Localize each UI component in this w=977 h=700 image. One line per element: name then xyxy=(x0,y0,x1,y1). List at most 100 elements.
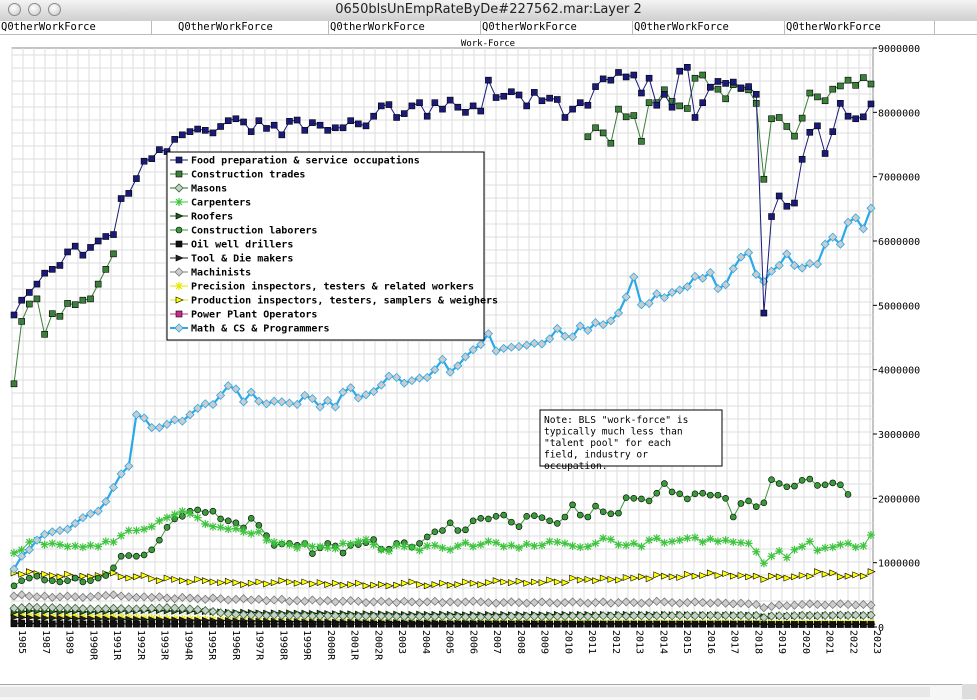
field-header-cell[interactable]: Q0therWorkForce xyxy=(329,21,481,34)
field-header-cell[interactable]: Q0therWorkForce xyxy=(633,21,785,34)
data-point xyxy=(87,577,94,584)
legend-label: Oil well drillers xyxy=(191,239,293,251)
data-point xyxy=(629,597,639,608)
y-tick-label: 5000000 xyxy=(878,301,920,312)
data-point xyxy=(62,603,73,613)
field-header-cell[interactable]: Q0therWorkForce xyxy=(785,21,935,34)
data-point xyxy=(347,581,356,588)
data-point xyxy=(606,598,616,608)
data-point xyxy=(309,620,316,628)
data-point xyxy=(737,500,745,507)
horizontal-scrollbar[interactable] xyxy=(0,687,930,697)
data-point xyxy=(745,620,752,628)
data-point xyxy=(10,311,18,319)
data-point xyxy=(309,550,316,557)
data-point xyxy=(316,579,325,587)
data-point xyxy=(682,282,692,292)
data-point xyxy=(492,513,500,520)
data-point xyxy=(806,128,814,136)
data-point xyxy=(376,611,386,621)
data-point xyxy=(690,597,700,607)
data-point xyxy=(621,292,631,302)
data-point xyxy=(269,595,279,605)
data-point xyxy=(469,102,477,110)
data-point xyxy=(170,415,180,425)
data-point xyxy=(156,620,163,628)
data-point xyxy=(362,620,370,628)
data-point xyxy=(576,99,584,106)
data-point xyxy=(162,419,172,429)
data-point xyxy=(798,572,807,579)
data-point xyxy=(683,534,692,543)
data-point xyxy=(575,321,585,331)
data-point xyxy=(844,112,852,120)
data-point xyxy=(728,599,738,609)
data-point xyxy=(330,597,340,607)
resize-grip[interactable] xyxy=(962,684,977,699)
data-point xyxy=(48,266,56,273)
zoom-button[interactable] xyxy=(48,3,61,16)
data-point xyxy=(102,572,110,579)
data-point xyxy=(844,491,852,498)
data-point xyxy=(64,300,71,307)
data-point xyxy=(789,260,800,271)
data-point xyxy=(301,127,309,134)
data-point xyxy=(414,597,425,608)
series-2 xyxy=(9,602,876,623)
data-point xyxy=(209,620,217,628)
data-point xyxy=(110,615,119,623)
data-point xyxy=(353,596,363,606)
data-point xyxy=(163,513,172,522)
data-point xyxy=(56,262,64,269)
data-point xyxy=(622,541,631,550)
data-point xyxy=(132,526,141,535)
data-point xyxy=(174,323,184,333)
data-point xyxy=(361,535,370,544)
field-header-cell[interactable]: Q0therWorkForce xyxy=(481,21,633,34)
data-point xyxy=(491,612,501,622)
data-point xyxy=(71,615,80,623)
data-point xyxy=(24,545,34,555)
data-point xyxy=(163,620,171,628)
data-point xyxy=(860,572,869,580)
close-button[interactable] xyxy=(8,3,21,16)
data-point xyxy=(737,620,745,628)
data-point xyxy=(814,93,821,101)
data-point xyxy=(820,600,830,610)
data-point xyxy=(354,537,363,546)
data-point xyxy=(499,343,509,354)
field-header-cell[interactable]: Q0therWorkForce xyxy=(0,21,152,34)
data-point xyxy=(147,603,157,613)
minimize-button[interactable] xyxy=(28,3,41,16)
data-point xyxy=(140,525,149,534)
data-point xyxy=(775,547,784,556)
data-point xyxy=(538,620,546,628)
data-point xyxy=(399,378,409,388)
data-point xyxy=(140,572,149,579)
x-tick-label: 1989 xyxy=(64,630,75,654)
field-header-cell[interactable]: Q0therWorkForce xyxy=(177,21,329,34)
data-point xyxy=(798,542,807,551)
data-point xyxy=(216,594,226,604)
data-point xyxy=(531,578,540,586)
data-point xyxy=(460,352,471,362)
data-point xyxy=(247,579,256,587)
data-point xyxy=(48,577,56,584)
data-point xyxy=(79,578,87,586)
data-point xyxy=(468,345,478,355)
data-point xyxy=(866,600,876,610)
data-point xyxy=(346,611,356,621)
data-point xyxy=(78,513,88,523)
data-point xyxy=(255,620,263,628)
x-tick-label: 1998R xyxy=(277,630,288,661)
data-point xyxy=(232,579,241,587)
data-point xyxy=(292,399,302,409)
data-point xyxy=(71,574,79,582)
data-point xyxy=(376,380,386,390)
data-point xyxy=(599,129,607,137)
data-point xyxy=(308,542,317,551)
data-point xyxy=(324,581,333,588)
data-point xyxy=(361,597,371,608)
data-point xyxy=(492,94,500,101)
data-point xyxy=(232,115,240,123)
